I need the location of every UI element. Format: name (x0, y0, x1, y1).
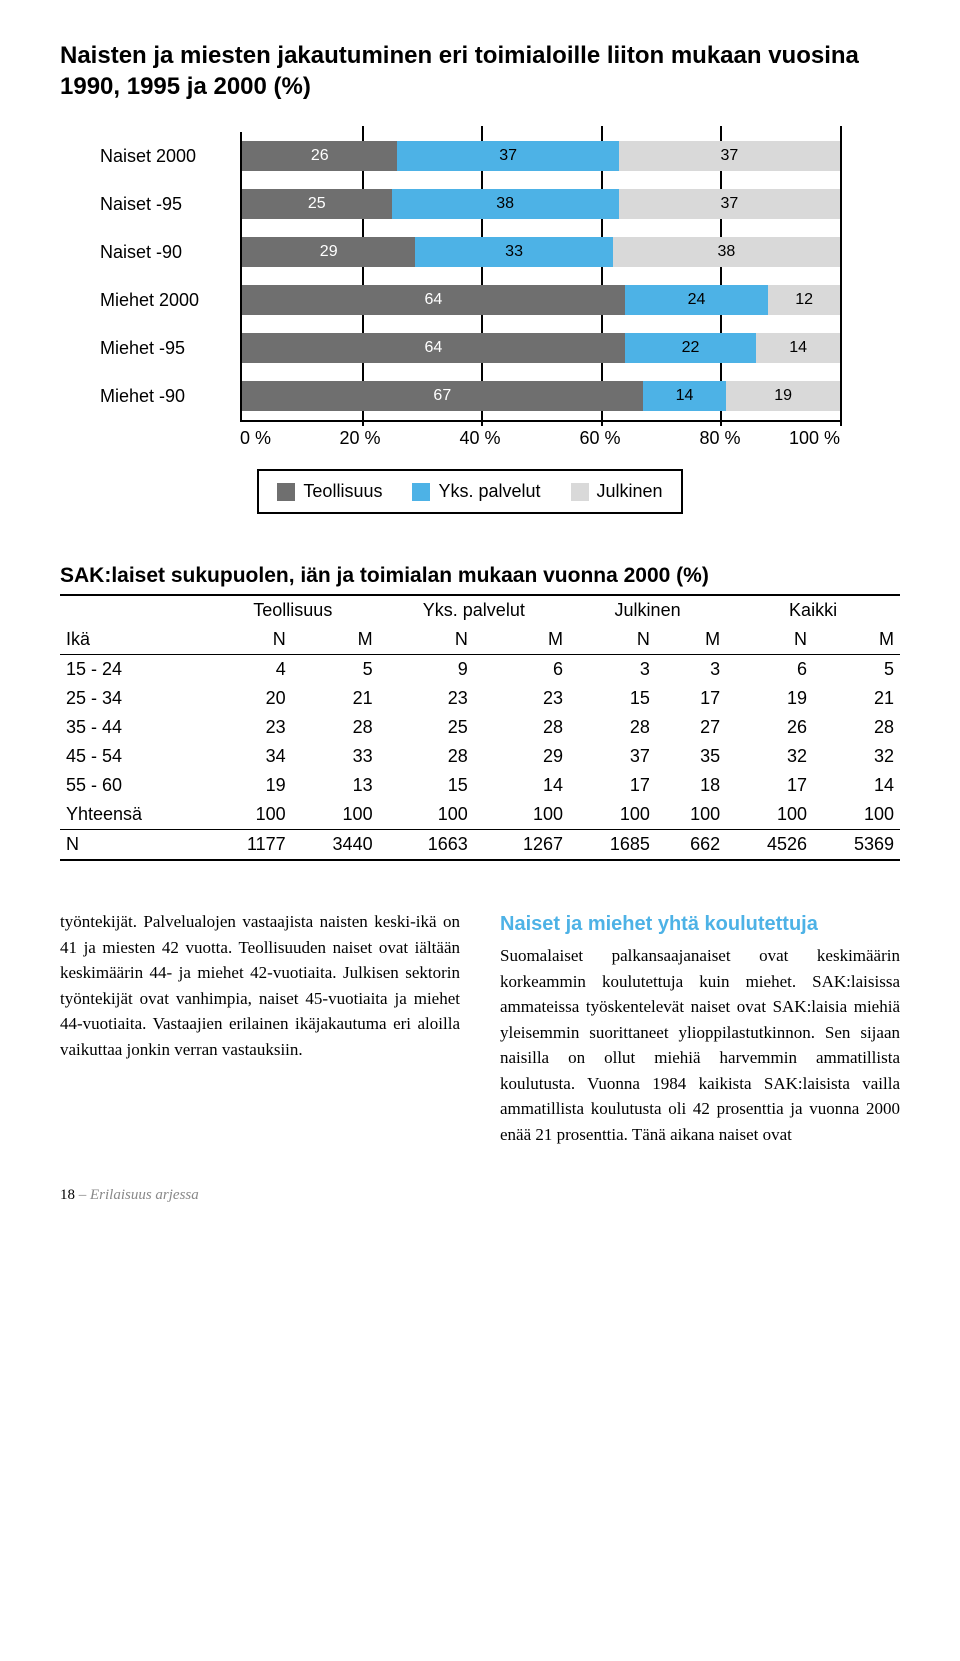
axis-tick: 20 % (300, 428, 420, 449)
left-column: työntekijät. Palvelualojen vastaajista n… (60, 909, 460, 1147)
legend-item: Teollisuus (277, 481, 382, 502)
column-subheader: N (569, 625, 656, 655)
right-paragraph: Suomalaiset palkansaajanaiset ovat keski… (500, 943, 900, 1147)
legend-item: Julkinen (571, 481, 663, 502)
table-row: 35 - 442328252828272628 (60, 713, 900, 742)
bar-segment: 26 (242, 141, 397, 171)
axis-tick: 60 % (540, 428, 660, 449)
chart-legend: Teollisuus Yks. palvelut Julkinen (257, 469, 682, 514)
category-label: Miehet 2000 (100, 276, 240, 324)
column-subheader: M (656, 625, 726, 655)
table-row: 25 - 342021232315171921 (60, 684, 900, 713)
bar-segment: 19 (726, 381, 840, 411)
category-label: Naiset -95 (100, 180, 240, 228)
bar: 293338 (242, 237, 840, 267)
bar-segment: 37 (619, 189, 840, 219)
axis-tick: 80 % (660, 428, 780, 449)
category-label: Miehet -95 (100, 324, 240, 372)
bar: 642412 (242, 285, 840, 315)
bar-segment: 14 (643, 381, 727, 411)
column-subheader: M (813, 625, 900, 655)
table-row: 55 - 601913151417181714 (60, 771, 900, 800)
page-number: 18 (60, 1187, 75, 1203)
column-subheader: M (292, 625, 379, 655)
bar: 263737 (242, 141, 840, 171)
bar: 253837 (242, 189, 840, 219)
book-title: Erilaisuus arjessa (90, 1187, 199, 1203)
bar-segment: 37 (397, 141, 618, 171)
axis-tick: 0 % (240, 428, 300, 449)
bar-segment: 12 (768, 285, 840, 315)
column-group-header: Yks. palvelut (379, 595, 569, 625)
bar-segment: 38 (613, 237, 840, 267)
bar: 671419 (242, 381, 840, 411)
column-subheader: M (474, 625, 569, 655)
data-table: TeollisuusYks. palvelutJulkinenKaikki Ik… (60, 594, 900, 861)
bar-segment: 14 (756, 333, 840, 363)
table-row: 45 - 543433282937353232 (60, 742, 900, 771)
bar-segment: 64 (242, 285, 625, 315)
bar: 642214 (242, 333, 840, 363)
column-subheader: N (207, 625, 292, 655)
bar-segment: 38 (392, 189, 619, 219)
subheading: Naiset ja miehet yhtä koulutettuja (500, 909, 900, 939)
category-label: Naiset -90 (100, 228, 240, 276)
left-paragraph: työntekijät. Palvelualojen vastaajista n… (60, 909, 460, 1062)
bar-segment: 29 (242, 237, 415, 267)
right-column: Naiset ja miehet yhtä koulutettuja Suoma… (500, 909, 900, 1147)
column-subheader: N (379, 625, 474, 655)
category-label: Naiset 2000 (100, 132, 240, 180)
axis-tick: 100 % (780, 428, 840, 449)
bar-segment: 24 (625, 285, 769, 315)
chart-title: Naisten ja miesten jakautuminen eri toim… (60, 40, 900, 102)
page: Naisten ja miesten jakautuminen eri toim… (0, 0, 960, 1234)
bar-segment: 25 (242, 189, 392, 219)
table-row: 15 - 2445963365 (60, 655, 900, 685)
legend-item: Yks. palvelut (412, 481, 540, 502)
stacked-bar-chart: Naiset 2000Naiset -95Naiset -90Miehet 20… (100, 132, 840, 514)
axis-tick: 40 % (420, 428, 540, 449)
table-title: SAK:laiset sukupuolen, iän ja toimialan … (60, 564, 900, 588)
bar-segment: 64 (242, 333, 625, 363)
column-group-header: Kaikki (726, 595, 900, 625)
bar-segment: 22 (625, 333, 757, 363)
bar-segment: 67 (242, 381, 643, 411)
category-label: Miehet -90 (100, 372, 240, 420)
column-group-header: Teollisuus (207, 595, 379, 625)
column-subheader: N (726, 625, 813, 655)
bar-segment: 37 (619, 141, 840, 171)
bar-segment: 33 (415, 237, 612, 267)
row-label-header: Ikä (60, 625, 207, 655)
page-footer: 18 – Erilaisuus arjessa (60, 1187, 900, 1204)
body-text: työntekijät. Palvelualojen vastaajista n… (60, 909, 900, 1147)
column-group-header: Julkinen (569, 595, 726, 625)
